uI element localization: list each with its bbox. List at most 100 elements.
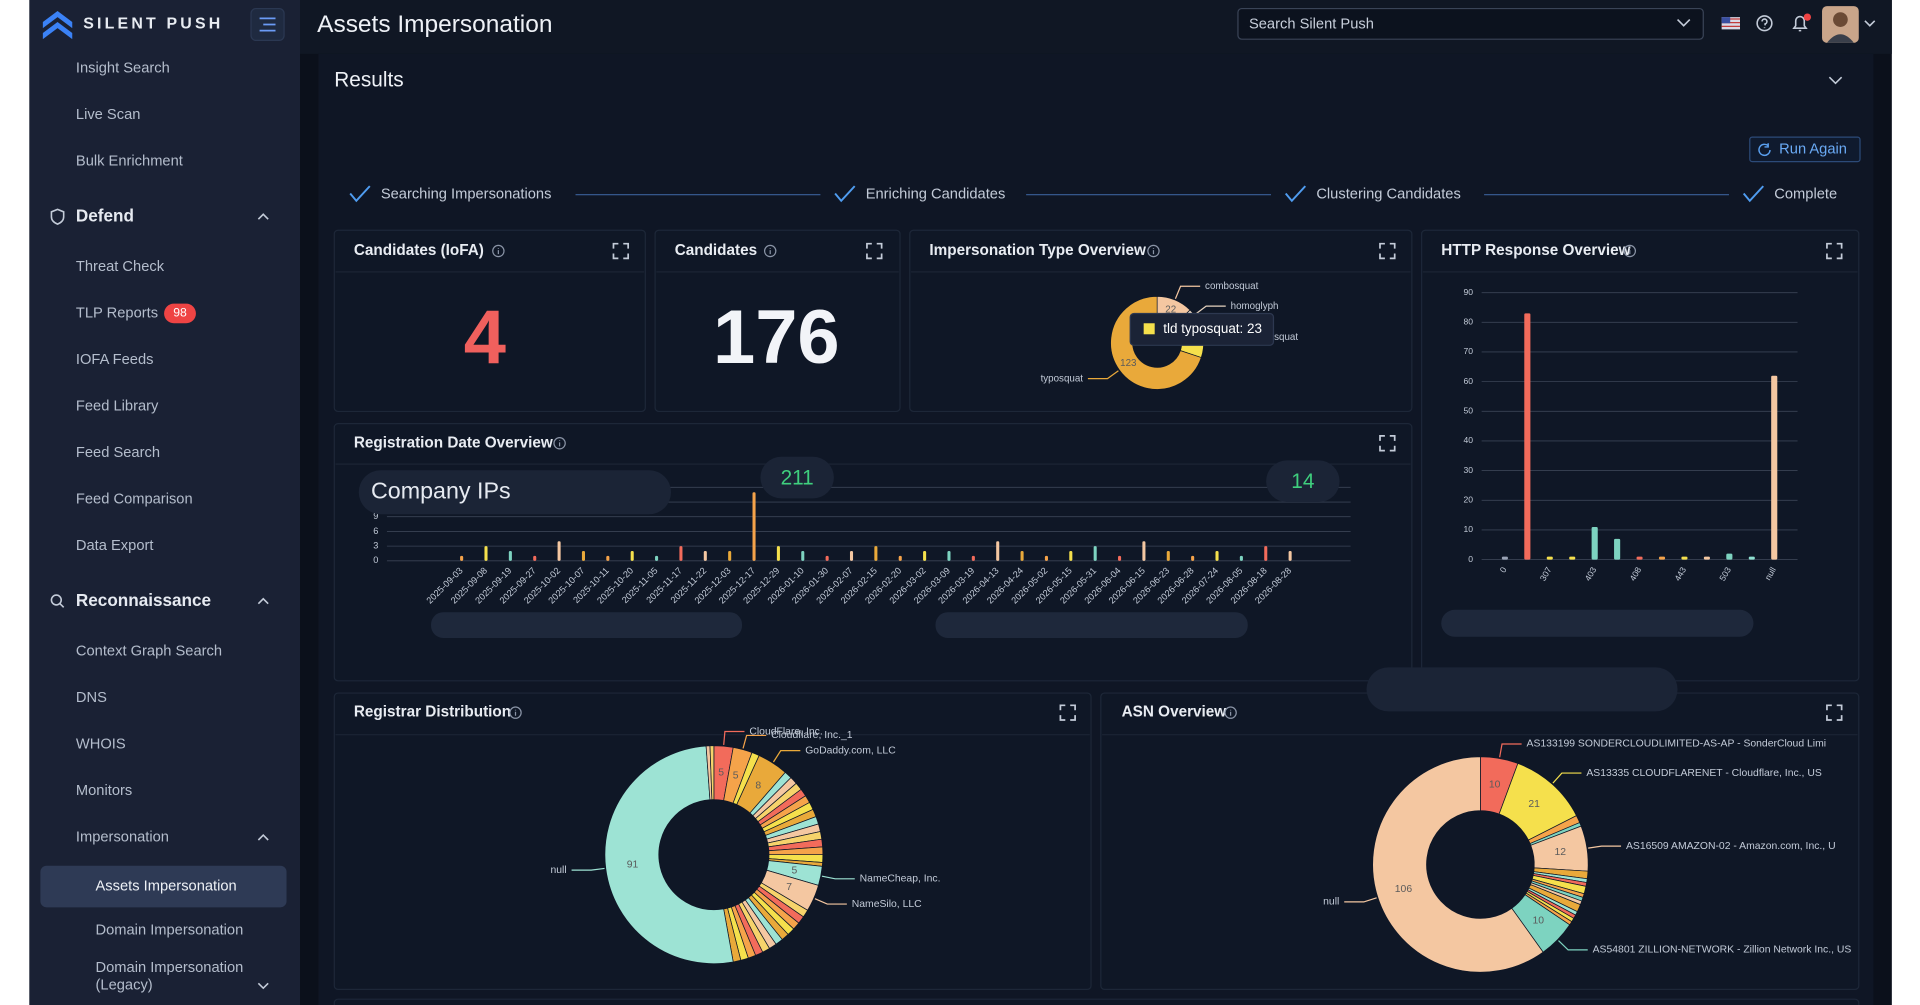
slice-label: homoglyph [1231, 301, 1279, 312]
nav-item[interactable]: Data Export [76, 538, 154, 554]
nav-item[interactable]: Live Scan [76, 107, 141, 123]
nav-section[interactable]: Defend [76, 205, 134, 225]
bar [1215, 551, 1219, 561]
nav-item[interactable]: TLP Reports [76, 305, 158, 321]
stat-card [654, 229, 901, 413]
bar [1069, 551, 1073, 561]
leader-line [1558, 940, 1588, 951]
nav-item-active[interactable]: Assets Impersonation [96, 878, 237, 894]
nav-item[interactable]: Threat Check [76, 259, 165, 275]
y-tick-label: 30 [1464, 465, 1474, 475]
bar [484, 546, 488, 561]
tooltip [1129, 312, 1275, 346]
nav-item[interactable]: WHOIS [76, 736, 126, 752]
tooltip-swatch [1143, 323, 1155, 335]
bar [1020, 551, 1024, 561]
leader-line [1195, 305, 1226, 315]
bar [849, 551, 854, 561]
nav-item[interactable]: Feed Comparison [76, 491, 193, 507]
leader-line [1174, 285, 1201, 299]
bar [655, 555, 659, 561]
slice-value-label: 22 [1165, 305, 1176, 316]
overlays: tld typosquat: 23 Company IPs 211 14 [358, 312, 1754, 712]
logo[interactable] [42, 11, 73, 40]
bar [825, 555, 829, 561]
nav-item[interactable]: IOFA Feeds [76, 352, 154, 368]
bar [1524, 313, 1531, 560]
leader-line [821, 875, 855, 880]
overlay-label: Company IPs [371, 477, 511, 503]
pie-slice [709, 745, 715, 801]
bar [1166, 551, 1170, 561]
card-title: ASN Overview [1122, 704, 1227, 721]
bar [1191, 555, 1195, 561]
step-check [1284, 185, 1307, 203]
nav-item[interactable]: Bulk Enrichment [76, 154, 183, 170]
collapse-chevron[interactable] [257, 213, 269, 220]
bar [508, 551, 512, 561]
bar [1726, 553, 1733, 560]
redaction [1441, 609, 1754, 637]
step-check [834, 185, 856, 203]
defend-icon [50, 208, 65, 225]
annotation-pill [760, 456, 834, 499]
bar [1044, 555, 1048, 561]
bar [1703, 556, 1710, 560]
nav-item[interactable]: Domain Impersonation [96, 922, 244, 938]
charts: 22combosquat8homoglyph23tld typosquat123… [368, 281, 1851, 973]
nav-item[interactable]: Domain Impersonation (Legacy) [95, 958, 244, 994]
annotation: 14 [1291, 470, 1314, 493]
badge-count: 98 [173, 306, 187, 320]
slice-label: null [550, 865, 566, 876]
leader-line [571, 867, 605, 871]
run-again-button[interactable] [1749, 136, 1861, 163]
card-title: HTTP Response Overview [1441, 242, 1630, 259]
flag-icon[interactable] [1721, 17, 1741, 30]
step-label: Enriching Candidates [866, 187, 1006, 203]
y-tick-label: 60 [1464, 376, 1474, 386]
nav-section[interactable]: Reconnaissance [76, 590, 211, 610]
nav-item[interactable]: Impersonation [76, 829, 169, 845]
nav-item[interactable]: Feed Search [76, 445, 160, 461]
nav-item[interactable]: Monitors [76, 783, 132, 799]
help-icon[interactable] [1756, 15, 1773, 32]
card-title: Candidates (IoFA) [354, 242, 484, 259]
collapse-chevron[interactable] [257, 597, 269, 605]
y-tick-label: 6 [373, 526, 378, 536]
bar [581, 551, 585, 561]
slice-value-label: 106 [1395, 884, 1413, 895]
account-chevron[interactable] [1864, 20, 1876, 27]
redaction [935, 612, 1248, 638]
pie-slice [1372, 756, 1544, 973]
nav-item[interactable]: Feed Library [76, 398, 159, 414]
bar [752, 492, 756, 561]
search-box[interactable] [1237, 7, 1704, 40]
slice-label: AS133199 SONDERCLOUDLIMITED-AS-AP - Sond… [1527, 739, 1827, 750]
slice-label: NameCheap, Inc. [860, 874, 941, 885]
notification-bell[interactable] [1792, 15, 1808, 32]
chart-card [333, 692, 1092, 991]
bar [1501, 556, 1508, 560]
nav-item[interactable]: DNS [76, 690, 107, 706]
leader-line [742, 734, 767, 749]
bar [1636, 556, 1643, 560]
bar [679, 546, 683, 561]
bar [898, 555, 902, 561]
bar [1546, 556, 1553, 560]
slice-value-label: 123 [1120, 358, 1137, 369]
bar [1142, 541, 1146, 561]
search-chevron[interactable] [1676, 19, 1691, 27]
nav-item[interactable]: Context Graph Search [76, 643, 222, 659]
nav-item[interactable]: Insight Search [76, 60, 170, 76]
slice-label: CloudFlare, Inc. [749, 726, 822, 737]
results-title: Results [334, 68, 403, 91]
expand-chevron[interactable] [257, 982, 269, 990]
card-title: Impersonation Type Overview [929, 242, 1146, 259]
results-collapse[interactable] [1828, 76, 1843, 85]
notification-dot [1803, 13, 1812, 21]
collapse-chevron[interactable] [257, 833, 269, 841]
bar [1614, 538, 1621, 560]
